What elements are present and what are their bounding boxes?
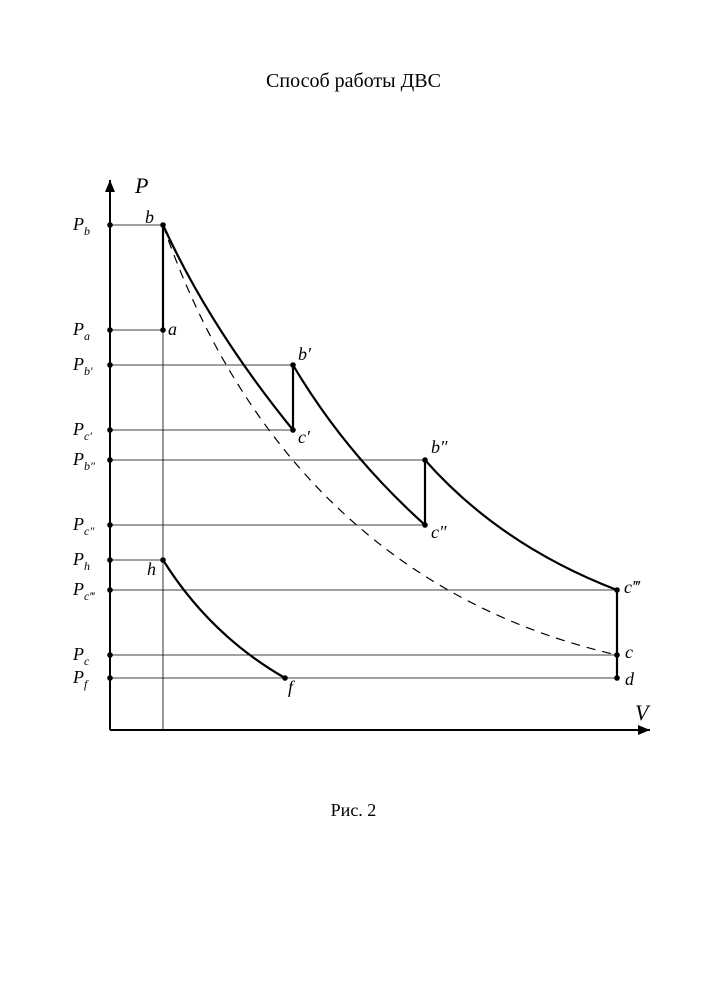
point-b (160, 222, 166, 228)
point-d (614, 675, 620, 681)
y-tick-dot (107, 222, 113, 228)
point-label-bP: b′ (298, 344, 312, 364)
curve-bP-cPP (293, 365, 425, 525)
y-tick-label: Pb (72, 214, 90, 238)
x-axis-arrow (638, 725, 650, 735)
point-label-cPPP: c‴ (624, 577, 641, 597)
y-tick-dot (107, 522, 113, 528)
point-label-h: h (147, 559, 156, 579)
y-tick-label: Ph (72, 549, 90, 573)
y-tick-label: Pc″ (72, 514, 95, 538)
point-label-b: b (145, 207, 154, 227)
point-bPP (422, 457, 428, 463)
y-tick-dot (107, 362, 113, 368)
curve-dashed-b-c (163, 225, 617, 655)
curve-b-cP (163, 225, 293, 430)
point-cP (290, 427, 296, 433)
y-tick-dot (107, 587, 113, 593)
point-h (160, 557, 166, 563)
point-a (160, 327, 166, 333)
y-tick-label: Pb′ (72, 354, 93, 378)
y-tick-label: Pc (72, 644, 90, 668)
point-label-a: a (168, 319, 177, 339)
curve-bPP-cPPP (425, 460, 617, 590)
point-label-c: c (625, 642, 633, 662)
y-tick-label: Pb″ (72, 449, 96, 473)
y-tick-dot (107, 557, 113, 563)
figure-caption: Рис. 2 (0, 800, 707, 821)
y-tick-dot (107, 427, 113, 433)
y-tick-dot (107, 327, 113, 333)
y-tick-dot (107, 675, 113, 681)
y-axis-arrow (105, 180, 115, 192)
point-label-cP: c′ (298, 427, 311, 447)
point-cPP (422, 522, 428, 528)
point-label-cPP: c″ (431, 522, 447, 542)
y-tick-dot (107, 457, 113, 463)
point-cPPP (614, 587, 620, 593)
y-tick-label: Pf (72, 667, 89, 691)
page-title: Способ работы ДВС (0, 70, 707, 93)
point-label-bPP: b″ (431, 437, 448, 457)
pv-diagram: P V Pb Pa Pb′ Pc′ Pb″ Pc″ Ph Pc‴ PcPf b a b′ c′ b″ c″ c‴ c… (55, 175, 665, 775)
x-axis-label: V (635, 700, 651, 725)
y-tick-label: Pc‴ (72, 579, 95, 603)
point-label-d: d (625, 669, 635, 689)
point-f (282, 675, 288, 681)
point-label-f: f (288, 677, 296, 697)
y-tick-dot (107, 652, 113, 658)
curve-h-f (163, 560, 285, 678)
y-axis-label: P (134, 175, 148, 198)
point-c (614, 652, 620, 658)
y-tick-label: Pc′ (72, 419, 92, 443)
point-bP (290, 362, 296, 368)
y-tick-label: Pa (72, 319, 90, 343)
